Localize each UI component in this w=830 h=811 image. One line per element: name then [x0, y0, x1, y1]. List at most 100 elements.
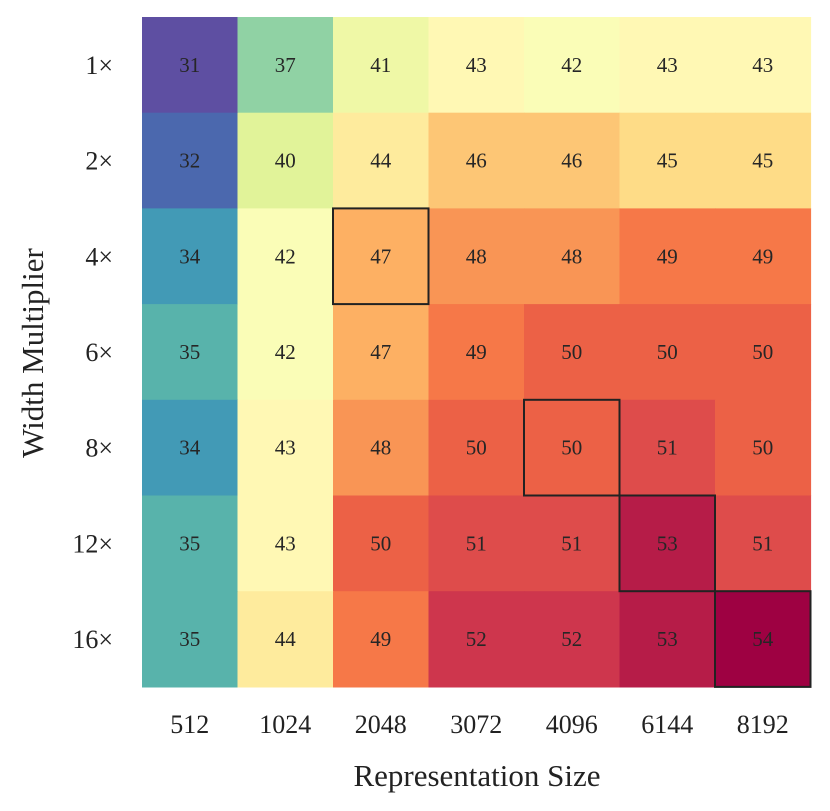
y-tick-label: 6×: [85, 338, 113, 367]
y-axis-tick-labels: 1× 2× 4× 6× 8× 12× 16×: [72, 51, 113, 654]
heatmap-cell-value: 51: [752, 531, 773, 555]
highlight-box: [332, 207, 430, 306]
heatmap-cell: [524, 495, 621, 592]
x-tick-label: 3072: [450, 710, 502, 739]
heatmap-cell-value: 42: [275, 340, 296, 364]
heatmap-cell: [524, 591, 621, 688]
heatmap-cell: [142, 17, 239, 114]
heatmap-cell: [428, 495, 525, 592]
heatmap-cell: [619, 591, 716, 688]
heatmap-cell-value: 44: [370, 149, 392, 173]
heatmap-cell: [619, 304, 716, 401]
x-tick-label: 6144: [641, 710, 693, 739]
heatmap-cell: [333, 399, 430, 497]
heatmap-cell-value: 34: [179, 436, 201, 460]
heatmap-cell: [142, 304, 239, 401]
highlight-box: [523, 398, 621, 497]
heatmap-cell-value: 48: [466, 244, 487, 268]
heatmap-cell-value: 41: [370, 53, 391, 77]
heatmap-cell-value: 47: [370, 244, 391, 268]
heatmap-cell: [237, 208, 334, 305]
heatmap-cell-value: 43: [275, 436, 296, 460]
heatmap-cell: [237, 399, 334, 497]
highlight-box: [714, 590, 812, 688]
heatmap-cell-value: 50: [561, 340, 582, 364]
heatmap-cell: [237, 591, 334, 688]
heatmap-cell: [142, 591, 239, 688]
heatmap-cell: [715, 112, 812, 209]
highlight-boxes: [332, 207, 812, 688]
heatmap-cell: [715, 304, 812, 401]
heatmap-cell: [333, 495, 430, 592]
heatmap-cell-value: 31: [179, 53, 200, 77]
heatmap-cell-value: 50: [752, 340, 773, 364]
heatmap-cell: [333, 112, 430, 209]
heatmap-cell-value: 51: [466, 531, 487, 555]
x-tick-label: 512: [170, 710, 209, 739]
heatmap-cell: [142, 399, 239, 497]
heatmap-cell: [715, 495, 812, 592]
heatmap-cell-value: 35: [179, 340, 200, 364]
heatmap-cell-value: 32: [179, 149, 200, 173]
y-tick-label: 4×: [85, 242, 113, 271]
heatmap-cell: [715, 399, 812, 497]
heatmap-cell-value: 35: [179, 531, 200, 555]
heatmap-cell-value: 49: [370, 627, 391, 651]
x-tick-label: 4096: [546, 710, 598, 739]
heatmap-cell: [715, 208, 812, 305]
heatmap-cell-value: 43: [752, 53, 773, 77]
heatmap-cell: [237, 304, 334, 401]
heatmap-cell-value: 35: [179, 627, 200, 651]
heatmap-cell-value: 43: [657, 53, 678, 77]
heatmap-cell-value: 53: [657, 627, 678, 651]
heatmap-cell: [715, 17, 812, 114]
heatmap-cell-value: 42: [561, 53, 582, 77]
heatmap-cell: [237, 495, 334, 592]
heatmap-cell: [142, 112, 239, 209]
heatmap-cell-value: 42: [275, 244, 296, 268]
x-tick-label: 8192: [737, 710, 789, 739]
heatmap-cell: [524, 17, 621, 114]
heatmap-cell: [715, 591, 812, 688]
heatmap-cell: [333, 591, 430, 688]
heatmap-cell-value: 52: [466, 627, 487, 651]
heatmap-cell-value: 52: [561, 627, 582, 651]
heatmap-cell: [333, 208, 430, 305]
heatmap-cell-value: 34: [179, 244, 201, 268]
heatmap-cell-value: 45: [752, 149, 773, 173]
y-tick-label: 8×: [85, 434, 113, 463]
heatmap-cell-value: 49: [752, 244, 773, 268]
heatmap-cell: [333, 17, 430, 114]
y-tick-label: 2×: [85, 147, 113, 176]
heatmap-cell-value: 44: [275, 627, 297, 651]
heatmap-cell-value: 50: [657, 340, 678, 364]
heatmap-cell: [428, 208, 525, 305]
heatmap-cell-value: 50: [752, 436, 773, 460]
heatmap-cell: [619, 17, 716, 114]
heatmap-cell: [524, 112, 621, 209]
highlight-box: [618, 494, 716, 593]
heatmap-cell: [142, 495, 239, 592]
heatmap-cell-value: 50: [561, 436, 582, 460]
heatmap-cell-value: 49: [466, 340, 487, 364]
heatmap-cell-value: 45: [657, 149, 678, 173]
heatmap-cell-labels: 31 37 41 43 42 43 43 32 40 44 46 46 45 45 34 42 47 48 48 49…: [179, 53, 774, 651]
heatmap-cell-value: 53: [657, 531, 678, 555]
heatmap-cell: [428, 304, 525, 401]
heatmap-cell: [619, 495, 716, 592]
heatmap-cell-value: 51: [657, 436, 678, 460]
heatmap-cell-value: 54: [752, 627, 774, 651]
x-tick-label: 2048: [355, 710, 407, 739]
heatmap-cell-value: 46: [466, 149, 487, 173]
heatmap-cell: [524, 399, 621, 497]
x-axis-tick-labels: 512 1024 2048 3072 4096 6144 8192: [170, 710, 789, 739]
heatmap-cell: [428, 17, 525, 114]
heatmap-cell-value: 50: [466, 436, 487, 460]
heatmap-cell: [428, 399, 525, 497]
heatmap-cell: [524, 208, 621, 305]
heatmap-cells: [142, 17, 812, 688]
heatmap-cell: [333, 304, 430, 401]
x-tick-label: 1024: [259, 710, 311, 739]
y-tick-label: 16×: [72, 625, 113, 654]
heatmap-cell-value: 43: [466, 53, 487, 77]
